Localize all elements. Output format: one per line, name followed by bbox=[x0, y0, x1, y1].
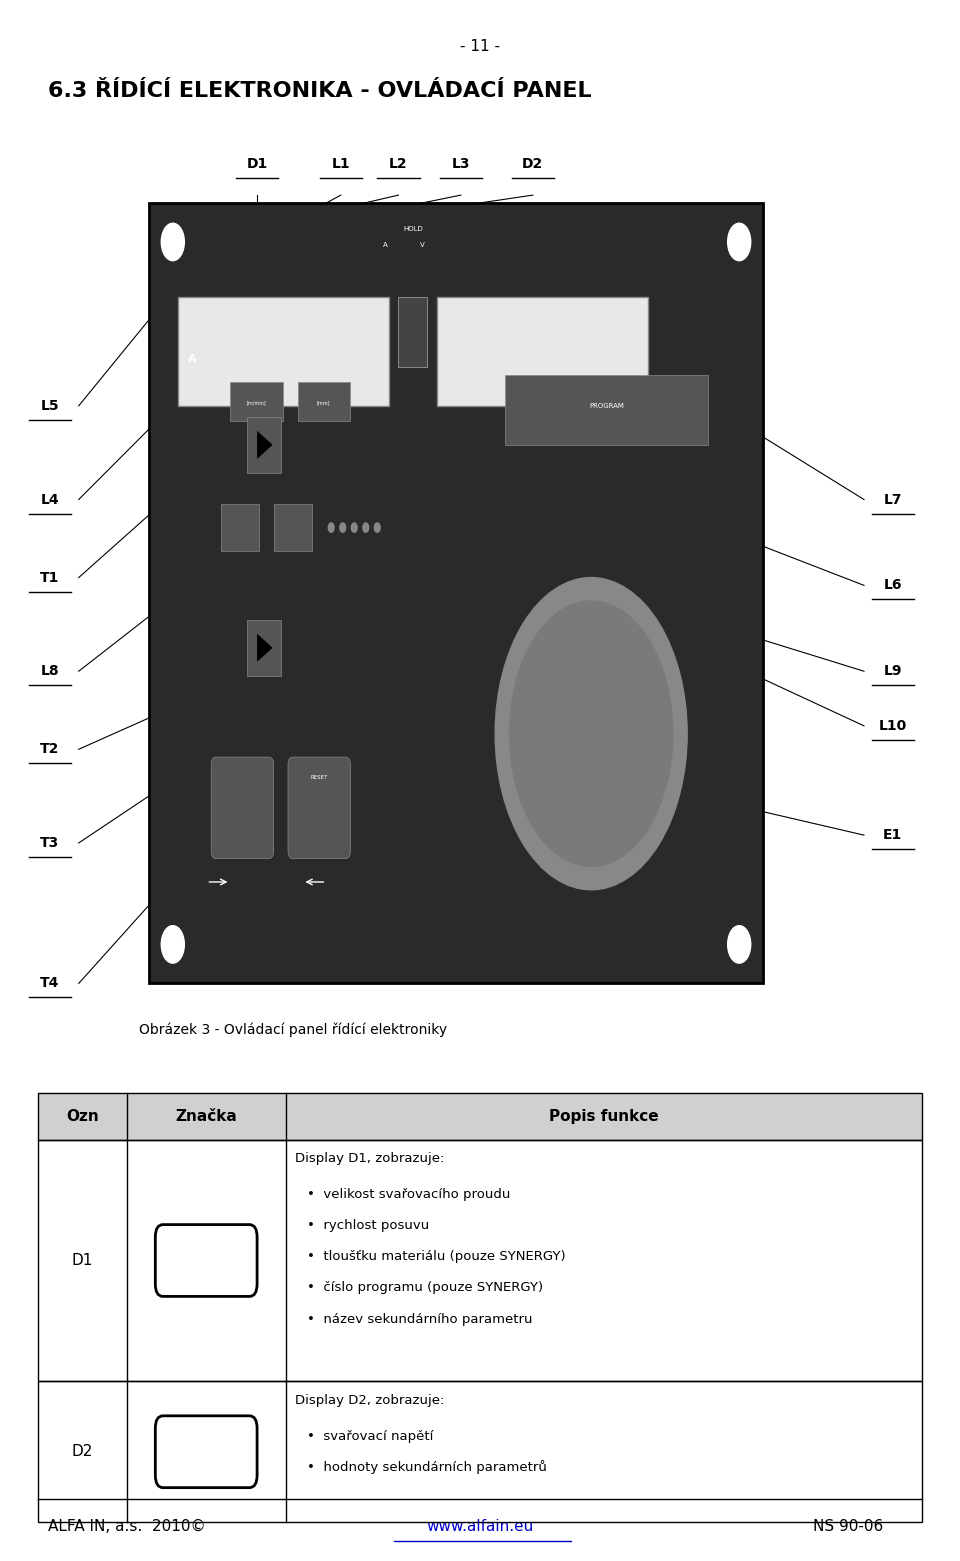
Bar bbox=[298, 382, 350, 421]
Text: •  rychlost posuvu: • rychlost posuvu bbox=[307, 1219, 429, 1232]
Bar bbox=[221, 504, 259, 551]
Circle shape bbox=[728, 223, 751, 261]
Bar bbox=[437, 297, 648, 406]
Text: V: V bbox=[420, 242, 424, 248]
Text: D1: D1 bbox=[247, 158, 268, 170]
Text: - 11 -: - 11 - bbox=[460, 39, 500, 55]
Circle shape bbox=[363, 523, 369, 532]
Text: L4: L4 bbox=[40, 493, 60, 506]
Polygon shape bbox=[257, 431, 273, 459]
Text: •  hodnoty sekundárních parametrů: • hodnoty sekundárních parametrů bbox=[307, 1461, 546, 1474]
Text: www.alfain.eu: www.alfain.eu bbox=[426, 1519, 534, 1534]
Text: A: A bbox=[188, 354, 196, 364]
Bar bbox=[149, 203, 763, 983]
Bar bbox=[398, 297, 427, 367]
Text: L6: L6 bbox=[883, 579, 902, 592]
Circle shape bbox=[161, 223, 184, 261]
Text: •  číslo programu (pouze SYNERGY): • číslo programu (pouze SYNERGY) bbox=[307, 1282, 543, 1294]
Text: Display D1, zobrazuje:: Display D1, zobrazuje: bbox=[296, 1152, 444, 1165]
Text: Obrázek 3 - Ovládací panel řídící elektroniky: Obrázek 3 - Ovládací panel řídící elektr… bbox=[139, 1022, 447, 1037]
Circle shape bbox=[374, 523, 380, 532]
Polygon shape bbox=[257, 634, 273, 662]
Text: L1: L1 bbox=[331, 158, 350, 170]
Text: L7: L7 bbox=[883, 493, 902, 506]
Text: PROGRAM: PROGRAM bbox=[589, 403, 624, 409]
Bar bbox=[38, 1140, 922, 1381]
Bar bbox=[38, 1093, 922, 1140]
Text: •  název sekundárního parametru: • název sekundárního parametru bbox=[307, 1313, 532, 1325]
Text: L2: L2 bbox=[389, 158, 408, 170]
Circle shape bbox=[495, 578, 687, 890]
Text: T1: T1 bbox=[40, 571, 60, 584]
Text: D2: D2 bbox=[522, 158, 543, 170]
Text: HOLD: HOLD bbox=[403, 226, 422, 233]
Bar bbox=[247, 417, 281, 473]
Text: •  tloušťku materiálu (pouze SYNERGY): • tloušťku materiálu (pouze SYNERGY) bbox=[307, 1250, 565, 1263]
Bar bbox=[230, 382, 283, 421]
Text: D1: D1 bbox=[72, 1253, 93, 1268]
Bar bbox=[178, 297, 389, 406]
Bar bbox=[38, 1140, 922, 1381]
Circle shape bbox=[351, 523, 357, 532]
Text: T4: T4 bbox=[40, 977, 60, 990]
Text: L8: L8 bbox=[40, 665, 60, 677]
Text: [mm]: [mm] bbox=[317, 400, 330, 406]
Text: Značka: Značka bbox=[176, 1108, 237, 1124]
FancyBboxPatch shape bbox=[156, 1416, 257, 1488]
Text: T3: T3 bbox=[40, 837, 60, 849]
Circle shape bbox=[161, 926, 184, 963]
Bar bbox=[247, 620, 281, 676]
Bar bbox=[274, 504, 312, 551]
Text: •  svařovací napětí: • svařovací napětí bbox=[307, 1430, 433, 1442]
Circle shape bbox=[340, 523, 346, 532]
FancyBboxPatch shape bbox=[211, 757, 274, 859]
Bar bbox=[38, 1381, 922, 1522]
Text: T2: T2 bbox=[40, 743, 60, 756]
Text: E1: E1 bbox=[883, 829, 902, 841]
Text: RESET: RESET bbox=[310, 774, 327, 780]
Text: Ozn: Ozn bbox=[66, 1108, 99, 1124]
Text: 6.3 ŘÍDÍCÍ ELEKTRONIKA - OVLÁDACÍ PANEL: 6.3 ŘÍDÍCÍ ELEKTRONIKA - OVLÁDACÍ PANEL bbox=[48, 81, 591, 101]
FancyBboxPatch shape bbox=[288, 757, 350, 859]
Text: Popis funkce: Popis funkce bbox=[549, 1108, 659, 1124]
Text: L3: L3 bbox=[451, 158, 470, 170]
FancyBboxPatch shape bbox=[156, 1224, 257, 1296]
Bar bbox=[38, 1093, 922, 1140]
Text: Display D2, zobrazuje:: Display D2, zobrazuje: bbox=[296, 1394, 444, 1406]
Text: L9: L9 bbox=[883, 665, 902, 677]
Text: D2: D2 bbox=[72, 1444, 93, 1460]
Text: L10: L10 bbox=[878, 720, 907, 732]
Text: L5: L5 bbox=[40, 400, 60, 412]
Text: [m/min]: [m/min] bbox=[247, 400, 266, 406]
Text: NS 90-06: NS 90-06 bbox=[813, 1519, 883, 1534]
Bar bbox=[505, 375, 708, 445]
Circle shape bbox=[728, 926, 751, 963]
Text: A: A bbox=[383, 242, 388, 248]
Text: ALFA IN, a.s.  2010©: ALFA IN, a.s. 2010© bbox=[48, 1519, 205, 1534]
Circle shape bbox=[510, 601, 673, 866]
Bar bbox=[38, 1381, 922, 1522]
Text: •  velikost svařovacího proudu: • velikost svařovacího proudu bbox=[307, 1188, 510, 1200]
Circle shape bbox=[328, 523, 334, 532]
